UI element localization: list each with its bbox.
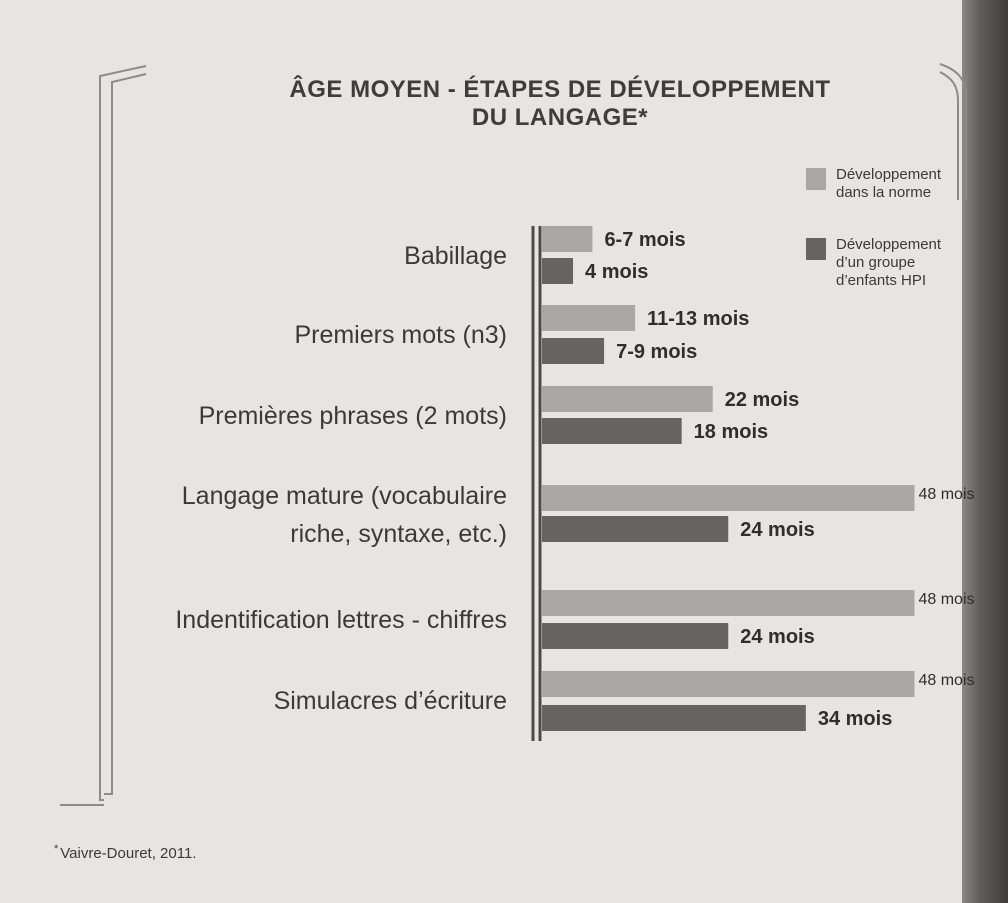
value-label-norme-1: 6-7 mois	[604, 229, 685, 251]
legend-label-hpi-line-3: d’enfants HPI	[836, 272, 927, 289]
value-label-hpi-4: 24 mois	[740, 519, 814, 541]
value-label-hpi-5: 24 mois	[740, 626, 814, 648]
legend-label-norme-line-1: Développement	[836, 166, 942, 183]
bar-norme-1	[542, 226, 593, 252]
bar-norme-6	[542, 671, 915, 697]
legend-label-norme-line-2: dans la norme	[836, 184, 932, 201]
bar-norme-2	[542, 305, 636, 331]
bar-hpi-5	[542, 623, 729, 649]
value-label-norme-2: 11-13 mois	[647, 308, 749, 330]
book-page-edge	[962, 0, 1008, 903]
legend-label-hpi-line-1: Développement	[836, 236, 942, 253]
value-label-norme-6: 48 mois	[918, 672, 974, 689]
value-label-hpi-6: 34 mois	[818, 708, 892, 730]
bar-hpi-6	[542, 705, 806, 731]
bar-hpi-1	[542, 258, 574, 284]
legend-label-hpi-line-2: d’un groupe	[836, 254, 916, 271]
category-label-1: Babillage	[404, 242, 507, 270]
bar-hpi-2	[542, 338, 605, 364]
value-label-hpi-1: 4 mois	[585, 261, 648, 283]
footnote-text: Vaivre-Douret, 2011.	[60, 845, 197, 862]
value-label-norme-4: 48 mois	[918, 486, 974, 503]
value-label-norme-3: 22 mois	[725, 389, 799, 411]
right-frame-bracket	[939, 63, 967, 200]
footnote: * Vaivre-Douret, 2011.	[54, 843, 196, 862]
legend-swatch-hpi	[806, 238, 826, 260]
chart-title-line-1: ÂGE MOYEN - ÉTAPES DE DÉVELOPPEMENT	[289, 76, 831, 103]
category-label-5: Indentification lettres - chiffres	[175, 606, 507, 634]
legend-item-hpi: Développement d’un groupe d’enfants HPI	[806, 236, 966, 316]
category-label-6: Simulacres d’écriture	[274, 687, 507, 715]
legend-swatch-norme	[806, 168, 826, 190]
category-label-4-line-1: Langage mature (vocabulaire	[182, 482, 507, 510]
footnote-mark: *	[54, 843, 59, 855]
category-label-4-line-2: riche, syntaxe, etc.)	[290, 520, 507, 548]
legend-item-norme: Développement dans la norme	[806, 166, 966, 226]
bar-hpi-3	[542, 418, 682, 444]
value-label-hpi-2: 7-9 mois	[616, 341, 697, 363]
value-label-norme-5: 48 mois	[918, 591, 974, 608]
category-label-3: Premières phrases (2 mots)	[199, 402, 507, 430]
bar-norme-4	[542, 485, 915, 511]
category-label-2: Premiers mots (n3)	[294, 321, 507, 349]
bar-norme-3	[542, 386, 713, 412]
chart-title-line-2: DU LANGAGE*	[471, 104, 649, 131]
bar-hpi-4	[542, 516, 729, 542]
bar-norme-5	[542, 590, 915, 616]
left-frame-bracket	[60, 65, 147, 806]
value-label-hpi-3: 18 mois	[694, 421, 768, 443]
